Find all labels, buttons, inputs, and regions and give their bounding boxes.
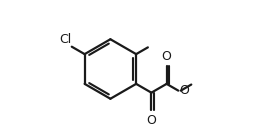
Text: Cl: Cl [59, 33, 71, 46]
Text: O: O [162, 50, 172, 63]
Text: O: O [146, 114, 156, 127]
Text: O: O [179, 84, 189, 97]
